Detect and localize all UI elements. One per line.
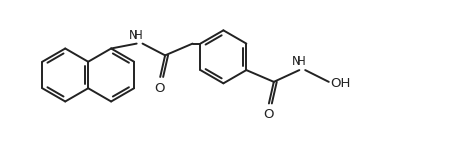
- Text: N: N: [129, 29, 138, 42]
- Text: H: H: [297, 55, 306, 68]
- Text: H: H: [134, 29, 143, 42]
- Text: O: O: [154, 82, 164, 95]
- Text: OH: OH: [331, 77, 351, 90]
- Text: O: O: [264, 108, 274, 121]
- Text: N: N: [292, 55, 301, 68]
